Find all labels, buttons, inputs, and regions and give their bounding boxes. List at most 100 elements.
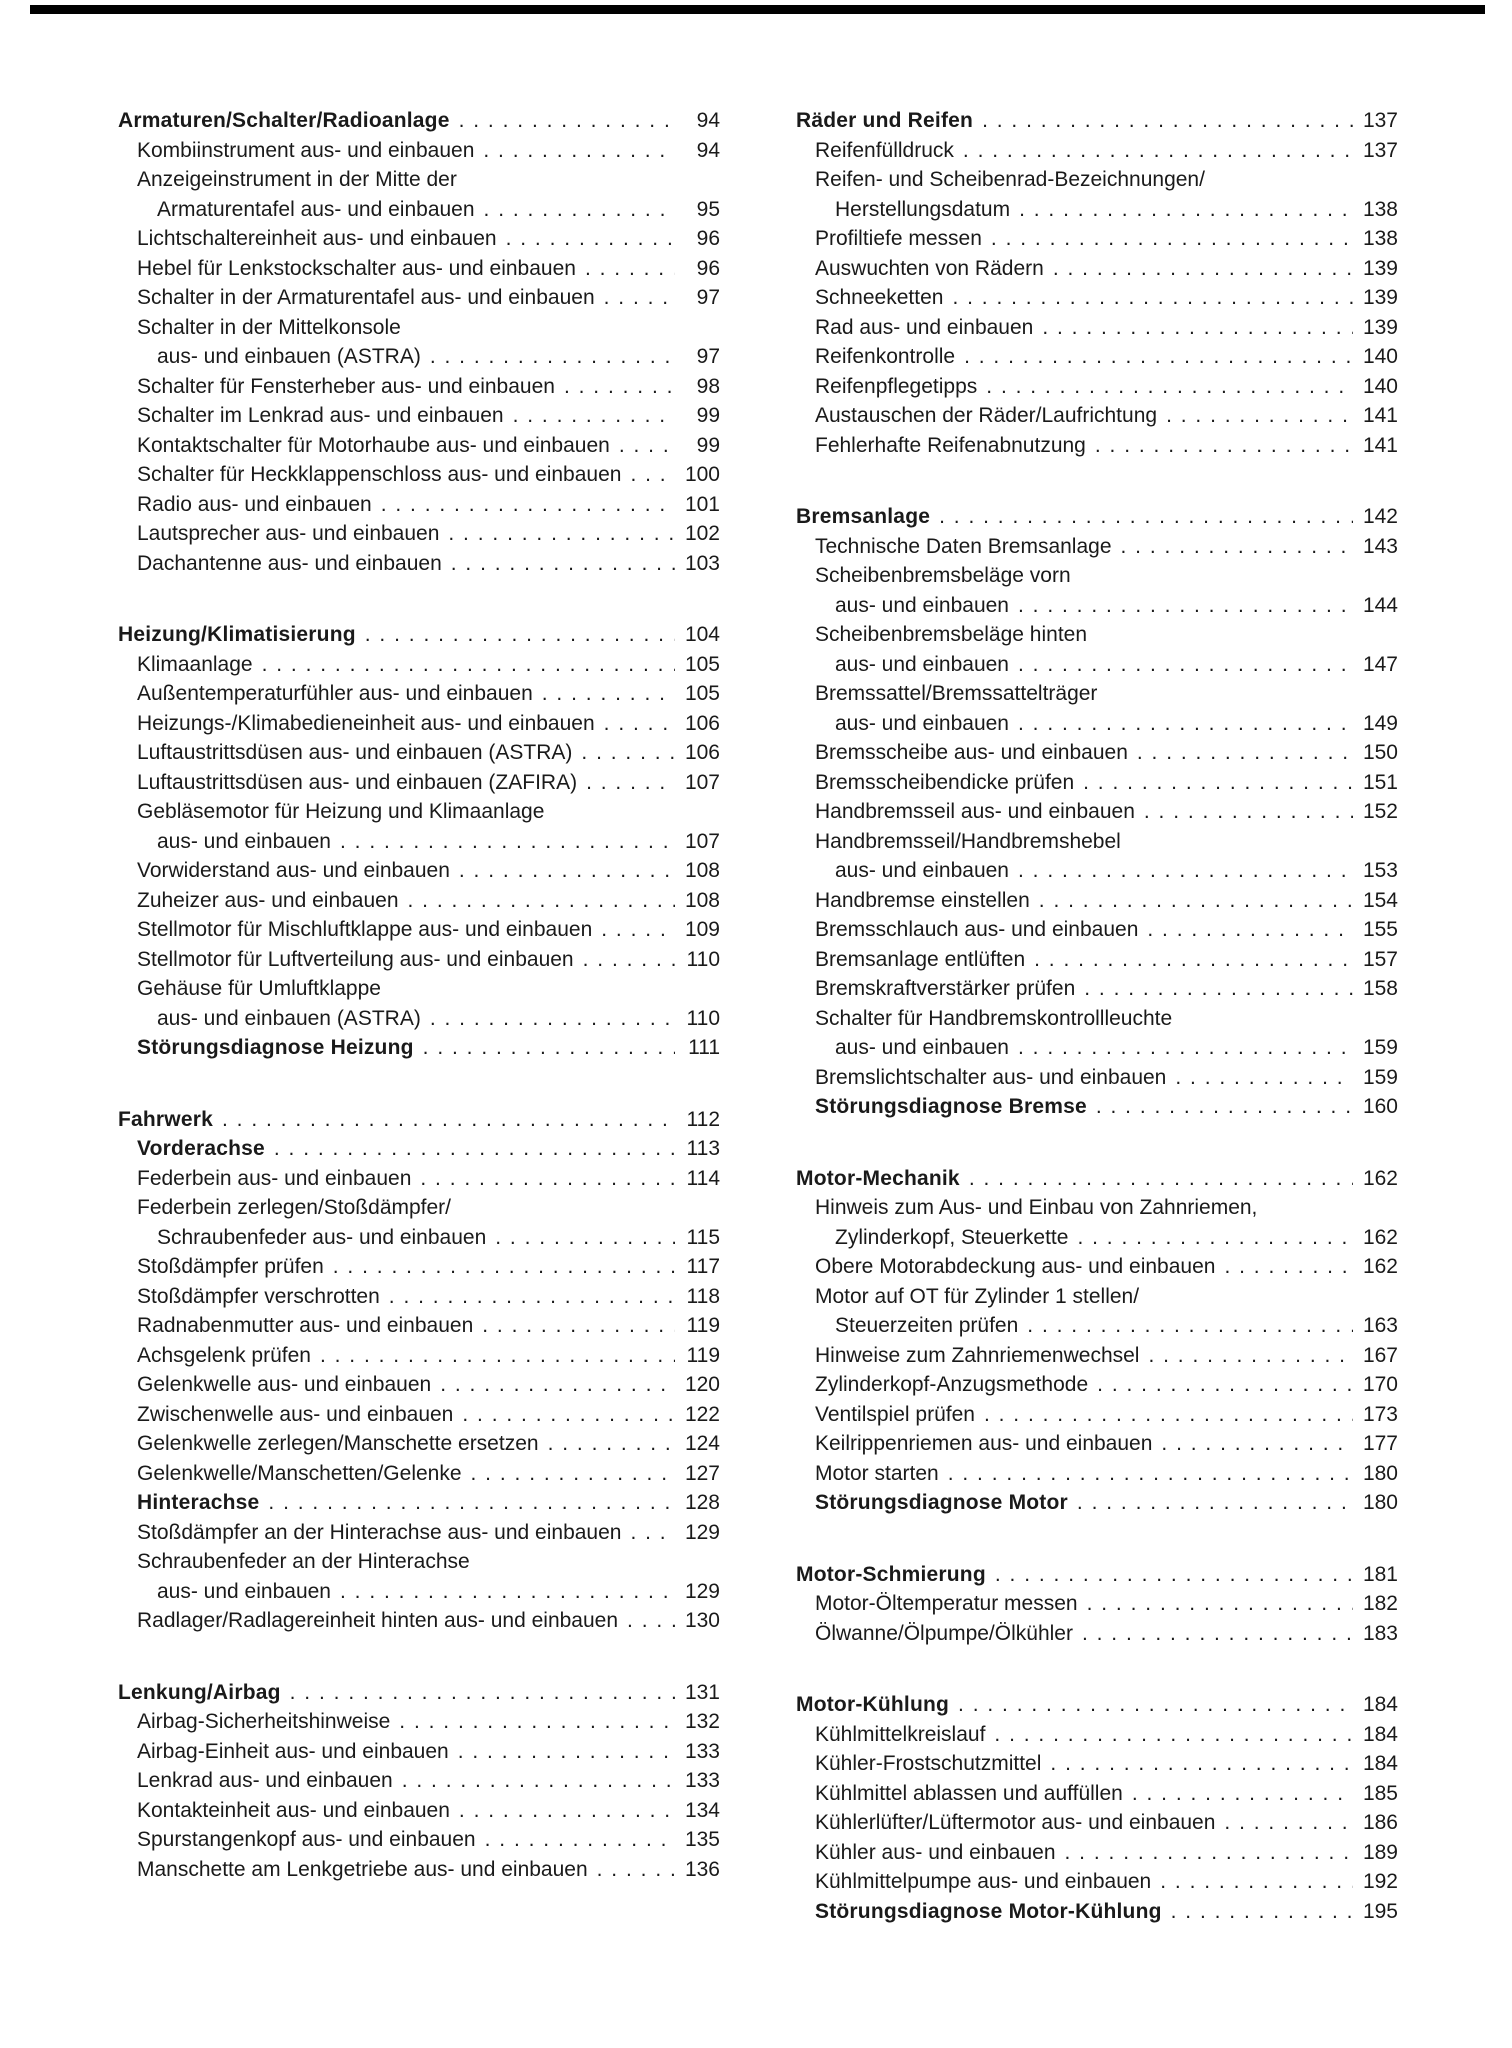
toc-entry-label: aus- und einbauen (ASTRA) xyxy=(157,1006,421,1030)
page-number: 103 xyxy=(684,551,720,575)
toc-entry-label: Außentemperaturfühler aus- und einbauen xyxy=(137,682,533,705)
toc-entry-row: aus- und einbauen . . . . . . . . . . . .… xyxy=(796,591,1398,621)
toc-entry-label: Kühlmittelpumpe aus- und einbauen xyxy=(815,1870,1152,1893)
page-number: 157 xyxy=(1362,947,1398,971)
page-number: 158 xyxy=(1362,977,1398,1000)
toc-entry-row: Profiltiefe messen . . . . . . . . . . . … xyxy=(796,224,1398,254)
page-number: 128 xyxy=(684,1491,720,1514)
toc-entry-label: Luftaustrittsdüsen aus- und einbauen (ZA… xyxy=(137,770,578,794)
toc-entry-row: Technische Daten Bremsanlage . . . . . . … xyxy=(796,532,1398,562)
dot-leader: . . . . . . . . . . . . . . . . . . . . … xyxy=(1094,433,1353,457)
toc-entry-label: Federbein aus- und einbauen xyxy=(137,1166,412,1190)
toc-section-heading: Heizung/Klimatisierung xyxy=(118,623,356,646)
page-number: 107 xyxy=(684,770,720,794)
dot-leader: . . . . . . . . . . . . . . . . . . . . … xyxy=(1224,1811,1353,1834)
dot-leader: . . . . . . . . . . . . . . . . . . . . … xyxy=(470,1461,675,1485)
toc-entry-row: Schalter im Lenkrad aus- und einbauen . .… xyxy=(118,401,720,431)
toc-section-heading-row: Motor-Schmierung . . . . . . . . . . . . … xyxy=(796,1560,1398,1590)
toc-entry-label: Obere Motorabdeckung aus- und einbauen xyxy=(815,1255,1216,1278)
toc-entry-label: Armaturentafel aus- und einbauen xyxy=(157,197,475,221)
dot-leader: . . . . . . . . . . . . . . . . . . . . … xyxy=(1050,1752,1353,1775)
toc-entry-label: Herstellungsdatum xyxy=(835,197,1011,221)
page-number: 141 xyxy=(1362,404,1398,427)
dot-leader: . . . . . . . . . . . . . . . . . . . . … xyxy=(429,1006,675,1030)
toc-entry-row: Störungsdiagnose Heizung . . . . . . . . … xyxy=(118,1033,720,1063)
toc-entry-label: Gelenkwelle zerlegen/Manschette ersetzen xyxy=(137,1432,539,1455)
toc-entry-label: Handbremsseil aus- und einbauen xyxy=(815,800,1135,823)
page-number: 140 xyxy=(1362,345,1398,368)
toc-entry-label: aus- und einbauen xyxy=(157,829,331,853)
toc-section-heading-row: Räder und Reifen . . . . . . . . . . . . … xyxy=(796,106,1398,136)
dot-leader: . . . . . . . . . . . . . . . . . . . . … xyxy=(261,652,675,676)
page-number: 127 xyxy=(684,1461,720,1485)
toc-entry-row: Kontaktschalter für Motorhaube aus- und … xyxy=(118,431,720,461)
toc-entry-label: Reifenfülldruck xyxy=(815,138,954,162)
toc-entry-row: aus- und einbauen . . . . . . . . . . . .… xyxy=(796,709,1398,739)
page-number: 114 xyxy=(686,1166,720,1190)
toc-entry-row: Vorwiderstand aus- und einbauen . . . . .… xyxy=(118,856,720,886)
dot-leader: . . . . . . . . . . . . . . . . . . . . … xyxy=(563,374,675,398)
page-number: 184 xyxy=(1362,1722,1398,1746)
toc-entry-label: Kühlmittel ablassen und auffüllen xyxy=(815,1781,1123,1805)
page-number: 140 xyxy=(1362,374,1398,398)
toc-entry-row: Kühler aus- und einbauen . . . . . . . . … xyxy=(796,1838,1398,1868)
toc-section-heading: Armaturen/Schalter/Radioanlage xyxy=(118,109,450,132)
dot-leader: . . . . . . . . . . . . . . . . . . . . … xyxy=(429,345,675,368)
toc-entry-label: Bremskraftverstärker prüfen xyxy=(815,977,1076,1000)
page-number: 160 xyxy=(1362,1095,1398,1118)
dot-leader: . . . . . . . . . . . . . . . . . . . . … xyxy=(319,1343,675,1367)
toc-entry-row: aus- und einbauen . . . . . . . . . . . .… xyxy=(118,827,720,857)
toc-entry-label: Ventilspiel prüfen xyxy=(815,1402,975,1426)
toc-entry-row: Vorderachse . . . . . . . . . . . . . . .… xyxy=(118,1134,720,1164)
page-number: 141 xyxy=(1362,433,1398,457)
page-number: 106 xyxy=(684,741,720,764)
toc-entry-row: Motor auf OT für Zylinder 1 stellen/ xyxy=(796,1282,1398,1312)
page-number: 100 xyxy=(684,463,720,486)
page-number: 119 xyxy=(686,1343,720,1367)
toc-entry-label: Airbag-Einheit aus- und einbauen xyxy=(137,1739,449,1763)
page-number: 192 xyxy=(1362,1870,1398,1893)
dot-leader: . . . . . . . . . . . . . . . . . . . . … xyxy=(582,947,675,971)
toc-entry-label: Kühler aus- und einbauen xyxy=(815,1840,1056,1864)
toc-entry-label: Schraubenfeder aus- und einbauen xyxy=(157,1225,487,1249)
toc-entry-label: Motor starten xyxy=(815,1461,939,1485)
dot-leader: . . . . . . . . . . . . . . . . . . . . … xyxy=(1052,256,1353,280)
toc-entry-row: Keilrippenriemen aus- und einbauen . . . … xyxy=(796,1429,1398,1459)
dot-leader: . . . . . . . . . . . . . . . . . . . . … xyxy=(495,1225,675,1249)
toc-entry-row: Airbag-Sicherheitshinweise . . . . . . . … xyxy=(118,1707,720,1737)
toc-entry-row: Klimaanlage . . . . . . . . . . . . . . .… xyxy=(118,650,720,680)
toc-entry-row: Reifenfülldruck . . . . . . . . . . . . .… xyxy=(796,136,1398,166)
dot-leader: . . . . . . . . . . . . . . . . . . . . … xyxy=(1017,593,1353,617)
toc-entry-label: Achsgelenk prüfen xyxy=(137,1343,311,1367)
toc-entry-label: Reifen- und Scheibenrad-Bezeichnungen/ xyxy=(815,168,1205,191)
dot-leader: . . . . . . . . . . . . . . . . . . . . … xyxy=(627,1609,675,1632)
toc-entry-label: Radnabenmutter aus- und einbauen xyxy=(137,1314,474,1337)
dot-leader: . . . . . . . . . . . . . . . . . . . . … xyxy=(339,1579,675,1603)
dot-leader: . . . . . . . . . . . . . . . . . . . . … xyxy=(448,522,675,545)
toc-entry-label: Radlager/Radlagereinheit hinten aus- und… xyxy=(137,1609,619,1632)
page-number: 97 xyxy=(696,286,720,309)
toc-entry-row: Bremssattel/Bremssattelträger xyxy=(796,679,1398,709)
page-number: 195 xyxy=(1362,1899,1398,1923)
toc-entry-row: Obere Motorabdeckung aus- und einbauen . … xyxy=(796,1252,1398,1282)
toc-entry-row: Störungsdiagnose Bremse . . . . . . . . .… xyxy=(796,1092,1398,1122)
page-number: 107 xyxy=(684,829,720,853)
dot-leader: . . . . . . . . . . . . . . . . . . . . … xyxy=(440,1373,675,1396)
dot-leader: . . . . . . . . . . . . . . . . . . . . … xyxy=(947,1461,1353,1485)
toc-entry-label: Schraubenfeder an der Hinterachse xyxy=(137,1550,470,1573)
toc-entry-row: Luftaustrittsdüsen aus- und einbauen (AS… xyxy=(118,738,720,768)
page-number: 139 xyxy=(1362,286,1398,309)
toc-section: Motor-Mechanik . . . . . . . . . . . . . … xyxy=(796,1164,1398,1518)
dot-leader: . . . . . . . . . . . . . . . . . . . . … xyxy=(596,1857,675,1881)
page-number: 154 xyxy=(1362,888,1398,912)
toc-entry-label: Gelenkwelle/Manschetten/Gelenke xyxy=(137,1461,462,1485)
page-number: 117 xyxy=(686,1255,720,1278)
toc-entry-row: Handbremsseil aus- und einbauen . . . . .… xyxy=(796,797,1398,827)
toc-entry-row: Federbein aus- und einbauen . . . . . . .… xyxy=(118,1164,720,1194)
dot-leader: . . . . . . . . . . . . . . . . . . . . … xyxy=(1086,1592,1353,1615)
toc-entry-label: Airbag-Sicherheitshinweise xyxy=(137,1710,391,1733)
toc-entry-label: Kühler-Frostschutzmittel xyxy=(815,1752,1042,1775)
toc-entry-label: Gelenkwelle aus- und einbauen xyxy=(137,1373,432,1396)
toc-entry-row: Motor-Öltemperatur messen . . . . . . . .… xyxy=(796,1589,1398,1619)
toc-entry-label: Radio aus- und einbauen xyxy=(137,492,372,516)
